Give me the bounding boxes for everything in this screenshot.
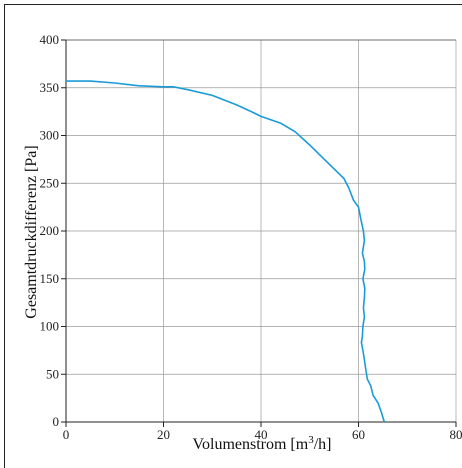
x-tick-label: 0: [63, 427, 70, 442]
series-line: [66, 80, 386, 423]
x-tick-label: 80: [450, 427, 462, 442]
y-tick-label: 150: [40, 271, 60, 286]
x-tick-label: 60: [352, 427, 365, 442]
axes: [61, 39, 457, 427]
x-tick-label: 20: [157, 427, 170, 442]
y-tick-label: 200: [40, 223, 60, 238]
y-tick-label: 0: [53, 414, 60, 429]
x-axis-title-sup: 3: [308, 434, 314, 446]
y-tick-label: 350: [40, 80, 60, 95]
tick-labels: 0 50 100 150 200 250 300 350 400 0 20 40 60 80: [40, 32, 462, 442]
y-axis-title: Gesamtdruckdifferenz [Pa]: [23, 145, 40, 318]
y-tick-label: 50: [46, 366, 59, 381]
y-tick-label: 400: [40, 32, 60, 47]
y-tick-label: 100: [40, 319, 60, 334]
grid: [66, 39, 457, 422]
x-axis-title: Volumenstrom [m3/h]: [193, 434, 332, 453]
x-axis-title-tail: /h]: [314, 436, 332, 453]
y-tick-label: 250: [40, 175, 60, 190]
y-tick-label: 300: [40, 128, 60, 143]
chart-frame: [4, 4, 462, 468]
x-tick-label: 40: [255, 427, 268, 442]
series: [66, 80, 386, 423]
x-axis-title-main: Volumenstrom [m: [193, 436, 309, 453]
